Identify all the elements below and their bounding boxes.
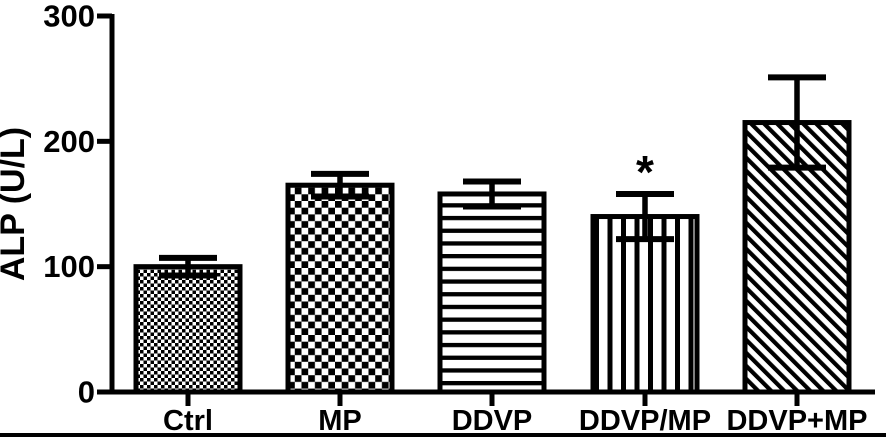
- x-category-label: MP: [318, 405, 362, 437]
- bar-ddvp-mp: [590, 214, 700, 395]
- x-category-label: DDVP/MP: [579, 405, 711, 437]
- bar-ctrl: [133, 264, 243, 395]
- y-tick-label: 100: [43, 249, 95, 284]
- bar-ddvp: [437, 191, 547, 395]
- x-category-label: DDVP+MP: [726, 405, 867, 437]
- significance-asterisk: *: [636, 146, 654, 198]
- x-category-label: DDVP: [452, 405, 533, 437]
- y-tick-label: 200: [43, 124, 95, 159]
- figure-bottom-rule: [0, 433, 886, 437]
- y-tick-label: 0: [78, 375, 95, 410]
- x-category-label: Ctrl: [163, 405, 213, 437]
- y-tick-label: 300: [43, 0, 95, 34]
- y-axis-title: ALP (U/L): [0, 127, 32, 281]
- bar-mp: [285, 182, 395, 395]
